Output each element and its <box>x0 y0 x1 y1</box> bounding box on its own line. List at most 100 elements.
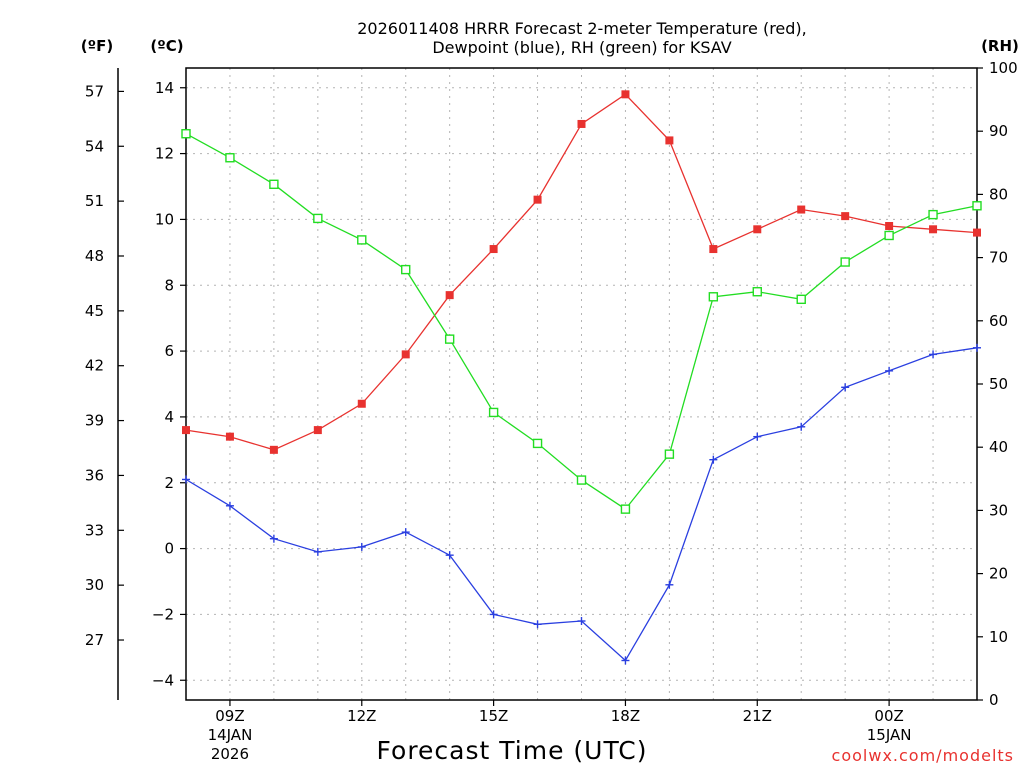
celsius-tick-label: 6 <box>164 342 174 360</box>
rh-point <box>488 407 499 418</box>
x-tick-label: 21Z <box>743 707 772 725</box>
fahrenheit-tick-label: 45 <box>85 302 104 320</box>
chart-title-line1: 2026011408 HRRR Forecast 2-meter Tempera… <box>357 19 807 38</box>
temperature-point <box>269 445 278 454</box>
rh-point <box>664 449 675 459</box>
celsius-tick-label: 2 <box>164 474 174 492</box>
temperature-point <box>797 205 806 214</box>
temperature-point <box>841 212 850 221</box>
rh-tick-label: 20 <box>989 565 1008 583</box>
celsius-unit-label: (ºC) <box>150 37 183 55</box>
celsius-tick-label: 0 <box>164 540 174 558</box>
temperature-point <box>621 90 630 99</box>
x-tick-label: 09Z <box>215 707 244 725</box>
rh-point <box>928 209 938 220</box>
rh-point <box>840 257 850 267</box>
temperature-point <box>753 225 762 234</box>
rh-point <box>884 230 894 241</box>
dewpoint-point <box>973 343 981 352</box>
x-tick-date-label: 15JAN <box>867 726 912 744</box>
rh-point <box>708 292 719 302</box>
temperature-point <box>445 291 454 300</box>
temperature-point <box>929 225 938 234</box>
rh-point <box>444 334 455 344</box>
rh-tick-label: 60 <box>989 312 1008 330</box>
rh-point <box>357 235 367 245</box>
fahrenheit-tick-label: 51 <box>85 192 104 210</box>
dewpoint-point <box>797 422 806 431</box>
rh-point <box>181 129 191 139</box>
x-tick-label: 15Z <box>479 707 508 725</box>
fahrenheit-tick-label: 54 <box>85 137 104 155</box>
x-tick-label: 18Z <box>611 707 640 725</box>
dewpoint-point <box>489 610 498 619</box>
fahrenheit-tick-label: 48 <box>85 247 104 265</box>
x-tick-date-label: 14JAN <box>208 726 253 744</box>
rh-tick-label: 30 <box>989 501 1008 519</box>
celsius-tick-label: 14 <box>155 79 174 97</box>
dewpoint-point <box>885 366 894 375</box>
rh-point <box>752 287 762 297</box>
dewpoint-point <box>577 617 586 625</box>
temperature-point <box>577 119 586 128</box>
rh-tick-label: 40 <box>989 438 1008 456</box>
dewpoint-point <box>313 547 322 556</box>
dewpoint-series-line <box>185 347 978 662</box>
temperature-point <box>489 245 498 254</box>
fahrenheit-tick-label: 57 <box>85 82 104 100</box>
x-tick-year-label: 2026 <box>211 745 249 763</box>
temperature-point <box>665 136 674 145</box>
fahrenheit-tick-label: 33 <box>85 521 104 539</box>
dewpoint-point <box>753 432 762 441</box>
rh-tick-label: 10 <box>989 628 1008 646</box>
rh-unit-label: (RH) <box>981 37 1019 55</box>
temperature-point <box>709 245 718 254</box>
rh-point <box>313 213 323 224</box>
dewpoint-point <box>182 475 190 484</box>
rh-point <box>401 264 411 275</box>
dewpoint-point <box>841 383 850 392</box>
rh-tick-label: 90 <box>989 122 1008 140</box>
dewpoint-point <box>533 620 542 629</box>
rh-point <box>532 438 543 449</box>
rh-tick-label: 0 <box>989 691 999 709</box>
chart-title-line2: Dewpoint (blue), RH (green) for KSAV <box>432 38 731 57</box>
rh-point <box>225 153 235 163</box>
rh-point <box>620 504 631 514</box>
temperature-point <box>885 222 894 230</box>
fahrenheit-unit-label: (ºF) <box>81 37 113 55</box>
dewpoint-point <box>929 350 938 359</box>
rh-point <box>269 179 279 189</box>
fahrenheit-tick-label: 36 <box>85 466 104 484</box>
dewpoint-point <box>709 455 718 464</box>
x-tick-label: 12Z <box>347 707 376 725</box>
fahrenheit-tick-label: 27 <box>85 631 104 649</box>
data-series <box>181 90 982 665</box>
dewpoint-point <box>665 580 674 589</box>
temperature-point <box>533 195 542 204</box>
x-axis-title: Forecast Time (UTC) <box>377 736 648 765</box>
celsius-tick-label: −2 <box>152 605 174 623</box>
celsius-tick-label: 8 <box>164 276 174 294</box>
dewpoint-point <box>621 656 630 665</box>
dewpoint-point <box>225 501 234 510</box>
fahrenheit-tick-label: 30 <box>85 576 104 594</box>
gridlines <box>186 68 977 700</box>
x-tick-label: 00Z <box>874 707 903 725</box>
temperature-point <box>973 228 981 237</box>
dewpoint-point <box>445 551 454 560</box>
dewpoint-point <box>357 542 366 551</box>
celsius-tick-label: 4 <box>164 408 174 426</box>
rh-point <box>972 201 982 211</box>
celsius-tick-label: −4 <box>152 671 174 689</box>
temperature-point <box>401 350 410 359</box>
temperature-point <box>313 426 322 435</box>
fahrenheit-tick-label: 39 <box>85 412 104 430</box>
fahrenheit-tick-label: 42 <box>85 357 104 375</box>
credit-link[interactable]: coolwx.com/modelts <box>832 746 1014 765</box>
temperature-point <box>225 432 234 441</box>
dewpoint-point <box>401 528 410 537</box>
rh-point <box>576 475 587 485</box>
temperature-point <box>357 399 366 408</box>
